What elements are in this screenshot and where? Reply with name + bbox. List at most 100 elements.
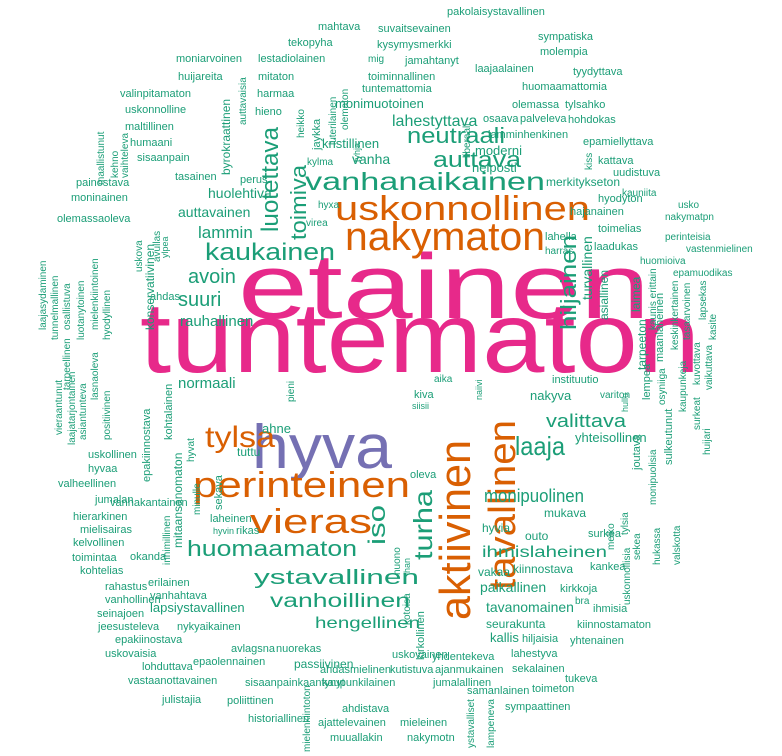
word: huijari <box>702 428 713 455</box>
word: variton <box>600 390 630 401</box>
word: pieni <box>286 381 297 402</box>
word: laajasydaminen <box>38 261 49 331</box>
word: kankea <box>590 561 626 573</box>
word: kasite <box>708 313 719 340</box>
word: tasaarvoinen <box>682 283 693 340</box>
word: tyydyttava <box>573 66 623 78</box>
word: hukassa <box>652 527 663 565</box>
word: kirkollinen <box>415 611 427 660</box>
word: hyodyton <box>598 193 643 205</box>
word: tavallinen <box>482 420 524 590</box>
word: hieno <box>255 106 282 118</box>
word: hyvin <box>213 526 234 536</box>
word: vaikuttava <box>704 345 715 390</box>
word: uskonnollinen <box>335 190 590 228</box>
word: ajanmukainen <box>435 664 504 676</box>
word: jamahtanyt <box>404 55 459 67</box>
word: ihmisia <box>593 603 628 615</box>
word: mahtava <box>318 21 361 33</box>
word: osyniiga <box>657 368 668 405</box>
word: valinpitamaton <box>120 88 191 100</box>
word: harmaa <box>257 88 295 100</box>
word: mitaton <box>258 71 294 83</box>
word: lohduttava <box>142 661 194 673</box>
word: historiallinen <box>248 713 309 725</box>
word: uudistuva <box>613 167 661 179</box>
word: hullu <box>620 393 630 412</box>
word: tavanomainen <box>486 599 574 615</box>
word: vastenmielinen <box>686 244 753 255</box>
word: kohtelias <box>80 565 124 577</box>
word: oleva <box>410 469 437 481</box>
word: ahdasmielinen <box>320 664 391 676</box>
word: olemassaoleva <box>57 213 131 225</box>
word: palveleva <box>520 113 567 125</box>
word: laajatarjontainen <box>67 372 78 445</box>
word: luotettava <box>257 126 284 232</box>
word: vieras <box>250 503 372 541</box>
word: moderni <box>475 143 522 158</box>
word: siisii <box>412 401 429 411</box>
word: byrokraattinen <box>219 99 233 175</box>
word: ajattelevainen <box>318 717 386 729</box>
word: kiinnostava <box>513 562 573 576</box>
word: painostava <box>76 177 130 189</box>
word: tuntemattomia <box>362 83 433 95</box>
word: sulkeutunut <box>663 409 675 465</box>
word: vanha <box>352 151 390 167</box>
word: vanhoillinen <box>270 591 410 612</box>
word: vanhollinen <box>105 594 161 606</box>
word: mukava <box>544 506 586 520</box>
word: hyvia <box>482 521 510 535</box>
word: tukeva <box>565 673 598 685</box>
word: huomaamattomia <box>522 81 608 93</box>
word: sekalainen <box>512 663 565 675</box>
word: ahne <box>262 421 291 436</box>
word: huono <box>392 547 403 575</box>
word: ihan <box>402 558 412 575</box>
word: olematon <box>340 89 351 130</box>
word: perinteinen <box>193 464 410 505</box>
word: epakiinnostava <box>141 408 153 482</box>
word: asiantunteva <box>78 383 89 440</box>
word: konservatiivinen <box>143 244 157 330</box>
word: merkitykseton <box>546 175 620 189</box>
word: nakymaton <box>345 215 545 259</box>
word: sekea <box>632 533 643 560</box>
word: toimeton <box>532 683 574 695</box>
word: lampeneva <box>486 699 497 748</box>
word: outo <box>525 529 549 543</box>
word: hohdokas <box>568 114 616 126</box>
word: kotoisa <box>402 593 413 625</box>
word: epamiellyttava <box>583 136 654 148</box>
word: iso <box>364 505 391 545</box>
word: sympatiska <box>538 31 594 43</box>
word: toimelias <box>598 223 642 235</box>
word: yhdentekeva <box>432 651 495 663</box>
word: jumalan <box>94 494 134 506</box>
word: seinajoen <box>97 608 144 620</box>
word: toimiva <box>286 164 311 240</box>
word: vanhahtava <box>150 590 208 602</box>
word: toimintaa <box>72 552 118 564</box>
word: lahestyva <box>511 648 558 660</box>
word: tylsahko <box>565 99 605 111</box>
word: laadukas <box>594 241 639 253</box>
word: kutistuva <box>390 664 434 676</box>
word: tarpeellinen <box>62 338 73 390</box>
word: epaolennainen <box>193 656 265 668</box>
word: uskonnollisia <box>622 547 633 605</box>
word: auttava <box>433 147 522 172</box>
word: kelvollinen <box>73 537 124 549</box>
word: turha <box>408 489 438 560</box>
word: moninainen <box>71 192 128 204</box>
word: surkea <box>588 528 622 540</box>
word: hyvaa <box>88 463 118 475</box>
word: lapsiystavallinen <box>150 600 245 615</box>
word: naiivi <box>474 379 484 400</box>
word: seurakunta <box>486 617 546 631</box>
word: rauhallinen <box>180 313 253 330</box>
word: laheinen <box>210 513 252 525</box>
word: uskonnolline <box>125 104 186 116</box>
